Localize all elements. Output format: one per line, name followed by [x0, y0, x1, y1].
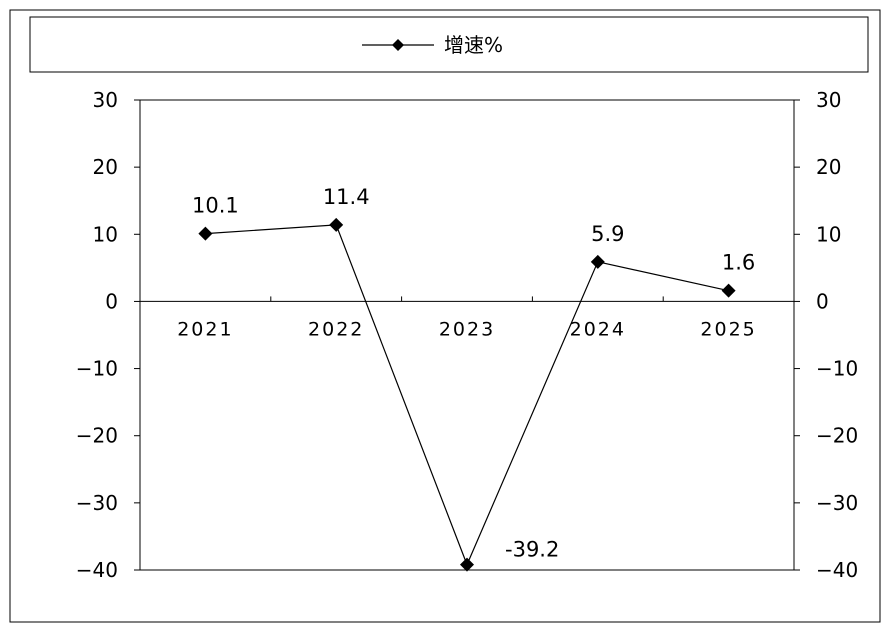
data-point-marker [721, 283, 736, 298]
data-label: -39.2 [505, 538, 559, 562]
data-point-marker [198, 226, 213, 241]
y-tick-label-left: −10 [76, 357, 118, 381]
x-tick-label: 2025 [700, 318, 756, 340]
data-label: 5.9 [591, 222, 624, 246]
y-tick-label-right: −40 [816, 558, 858, 582]
data-label: 10.1 [192, 194, 239, 218]
y-axis-left: 30 20 10 0 −10 −20 −30 −40 [76, 88, 140, 582]
y-tick-label-left: 0 [105, 289, 118, 313]
y-tick-label-left: −40 [76, 558, 118, 582]
y-tick-label-left: −20 [76, 424, 118, 448]
x-tick-label: 2021 [177, 318, 233, 340]
y-axis-right: 30 20 10 0 −10 −20 −30 −40 [794, 88, 858, 582]
data-point-marker [590, 254, 605, 269]
data-labels: 10.1 11.4 -39.2 5.9 1.6 [192, 185, 755, 562]
y-tick-label-right: −20 [816, 424, 858, 448]
y-tick-label-left: 30 [93, 88, 118, 112]
y-tick-label-right: −10 [816, 357, 858, 381]
legend-marker-icon [392, 39, 404, 51]
data-point-marker [460, 557, 474, 572]
data-markers [198, 217, 736, 572]
data-label: 11.4 [323, 185, 370, 209]
y-tick-label-left: 20 [93, 155, 118, 179]
data-point-marker [329, 217, 344, 232]
data-label: 1.6 [722, 251, 755, 275]
x-tick-label: 2023 [439, 318, 495, 340]
plot-area [139, 99, 795, 571]
legend-label: 增速% [444, 33, 503, 57]
y-tick-label-left: −30 [76, 491, 118, 515]
legend-box [29, 16, 869, 73]
x-axis-ticks: 2021 2022 2023 2024 2025 [177, 296, 756, 340]
x-tick-label: 2024 [570, 318, 626, 340]
y-tick-label-right: 10 [816, 222, 841, 246]
x-tick-label: 2022 [308, 318, 364, 340]
y-tick-label-right: 20 [816, 155, 841, 179]
y-tick-label-right: 30 [816, 88, 841, 112]
y-tick-label-left: 10 [93, 222, 118, 246]
y-tick-label-right: 0 [816, 289, 829, 313]
y-tick-label-right: −30 [816, 491, 858, 515]
